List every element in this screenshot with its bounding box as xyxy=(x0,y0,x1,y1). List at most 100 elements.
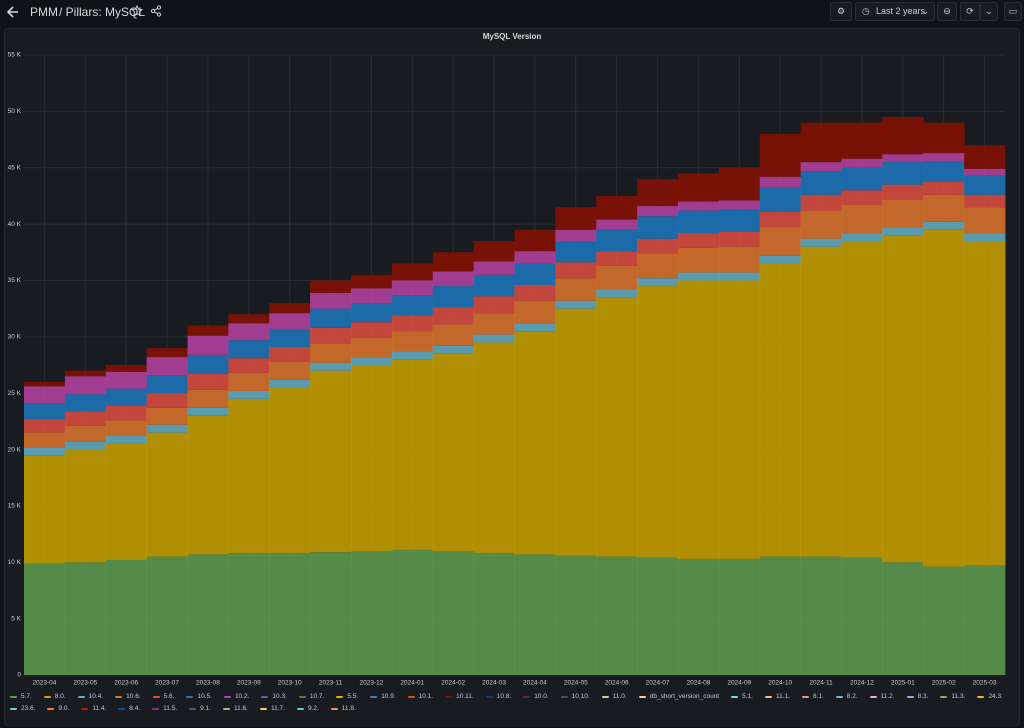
bar-segment xyxy=(841,241,883,558)
legend-item[interactable]: 11.0. xyxy=(601,692,627,701)
bar-segment xyxy=(105,371,148,389)
legend-item[interactable]: 10.7. xyxy=(298,692,325,701)
bar-segment xyxy=(228,372,270,391)
x-tick-label: 2023-07 xyxy=(155,680,179,687)
legend-item[interactable]: 11.2. xyxy=(869,692,895,701)
bar-segment xyxy=(64,370,107,377)
back-button[interactable] xyxy=(6,5,20,19)
bar-segment xyxy=(228,358,270,373)
bar-segment xyxy=(555,229,597,241)
app-title[interactable]: PMM xyxy=(30,5,58,19)
time-picker[interactable]: Last 2 years ◷ ⌄ xyxy=(855,2,935,21)
legend-swatch xyxy=(298,695,306,698)
legend-item[interactable]: 11.8. xyxy=(330,704,356,713)
legend-label: 11.8. xyxy=(341,705,356,712)
bar-segment xyxy=(24,563,66,675)
legend-label: db_short_version_count xyxy=(649,693,720,700)
legend-swatch xyxy=(152,695,160,698)
legend-item[interactable]: 10.8. xyxy=(485,692,511,701)
bar-segment xyxy=(105,405,148,421)
legend-item[interactable]: 10.3. xyxy=(261,692,287,701)
legend-item[interactable]: 10.10. xyxy=(560,692,590,701)
legend-item[interactable]: 9.2. xyxy=(296,704,319,713)
legend-item[interactable]: 10.4. xyxy=(77,692,103,701)
bar-segment xyxy=(637,286,679,558)
bar-segment xyxy=(923,194,965,222)
legend-item[interactable]: 11.5. xyxy=(152,704,177,713)
legend-item[interactable]: 11.1. xyxy=(764,692,790,701)
legend-swatch xyxy=(118,707,126,710)
bar-segment xyxy=(24,403,66,420)
legend-item[interactable]: 8.0. xyxy=(43,692,66,701)
bar-segment xyxy=(351,337,393,358)
legend-item[interactable]: 10.2. xyxy=(223,692,249,701)
bar-segment xyxy=(718,280,761,559)
bar-segment xyxy=(187,415,229,555)
star-button[interactable] xyxy=(131,5,143,17)
bar-segment xyxy=(596,219,638,230)
top-bar: PMM / Pillars: MySQL ⚙ Last 2 years ◷ ⌄ ⊖ … xyxy=(0,0,1024,24)
bar-segment xyxy=(841,122,883,159)
bar-segment xyxy=(759,211,802,228)
legend-item[interactable]: 5.7. xyxy=(10,692,32,701)
legend-swatch xyxy=(43,695,51,698)
bar-segment xyxy=(473,261,515,275)
legend-item[interactable]: 10.6. xyxy=(115,692,141,701)
x-tick-label: 2023-11 xyxy=(319,680,343,687)
legend-item[interactable]: db_short_version_count xyxy=(638,692,720,701)
legend-swatch xyxy=(186,695,194,698)
bar-segment xyxy=(146,432,188,557)
legend-item[interactable]: 8.1. xyxy=(801,692,824,701)
legend-item[interactable]: 8.2. xyxy=(835,692,858,701)
legend-item[interactable]: 11.7. xyxy=(259,704,285,713)
bar-segment xyxy=(718,246,761,273)
legend-item[interactable]: 10.11. xyxy=(445,692,474,701)
legend-label: 10.3. xyxy=(272,693,287,700)
legend: 5.7. 8.0. 10.4. 10.6. 5.6. 10.5. 10.2. 10.3. 10.… xyxy=(10,692,1016,713)
legend-item[interactable]: 5.5. xyxy=(336,692,358,701)
zoom-out-button[interactable]: ⊖ xyxy=(937,2,957,21)
legend-item[interactable]: 11.3. xyxy=(940,692,965,701)
legend-item[interactable]: 11.6. xyxy=(222,704,248,713)
bar-segment xyxy=(105,436,148,444)
tv-mode-button[interactable]: ▭ xyxy=(1004,2,1022,21)
bar-segment xyxy=(64,425,107,442)
legend-item[interactable]: 10.0. xyxy=(523,692,549,701)
legend-item[interactable]: 23.6. xyxy=(10,704,35,713)
bar-segment xyxy=(310,552,352,675)
legend-item[interactable]: 10.9. xyxy=(370,692,396,701)
legend-swatch xyxy=(560,695,568,698)
bar-segment xyxy=(964,207,1006,234)
settings-button[interactable]: ⚙ xyxy=(830,2,852,21)
share-button[interactable] xyxy=(150,5,162,17)
legend-label: 5.7. xyxy=(21,693,32,700)
bar-segment xyxy=(555,278,597,301)
bar-segment xyxy=(596,229,638,252)
bar-segment xyxy=(351,303,393,323)
legend-item[interactable]: 11.4. xyxy=(81,704,106,713)
refresh-button[interactable]: ⟳ xyxy=(960,2,980,21)
bar-segment xyxy=(964,241,1006,566)
x-tick-label: 2023-08 xyxy=(196,680,220,687)
bar-segment xyxy=(718,558,761,675)
legend-item[interactable]: 9.0. xyxy=(47,704,69,713)
bar-segment xyxy=(146,556,188,675)
legend-item[interactable]: 8.3. xyxy=(906,692,928,701)
y-tick-label: 40 K xyxy=(8,221,22,228)
bar-segment xyxy=(391,331,434,352)
bar-segment xyxy=(432,286,475,308)
bar-segment xyxy=(718,200,761,210)
legend-item[interactable]: 10.5. xyxy=(186,692,212,701)
x-tick-label: 2024-04 xyxy=(523,680,547,687)
legend-item[interactable]: 24.3. xyxy=(977,692,1003,701)
legend-label: 8.4. xyxy=(129,705,141,712)
legend-item[interactable]: 8.4. xyxy=(118,704,140,713)
legend-item[interactable]: 10.1. xyxy=(407,692,433,701)
legend-item[interactable]: 5.1. xyxy=(731,692,753,701)
legend-label: 10.7. xyxy=(309,693,325,700)
refresh-interval[interactable]: ⌄ xyxy=(980,2,998,21)
breadcrumb[interactable]: / Pillars: MySQL xyxy=(59,5,146,19)
bar-segment xyxy=(228,553,270,675)
legend-item[interactable]: 5.6. xyxy=(152,692,174,701)
legend-item[interactable]: 9.1. xyxy=(189,704,211,713)
